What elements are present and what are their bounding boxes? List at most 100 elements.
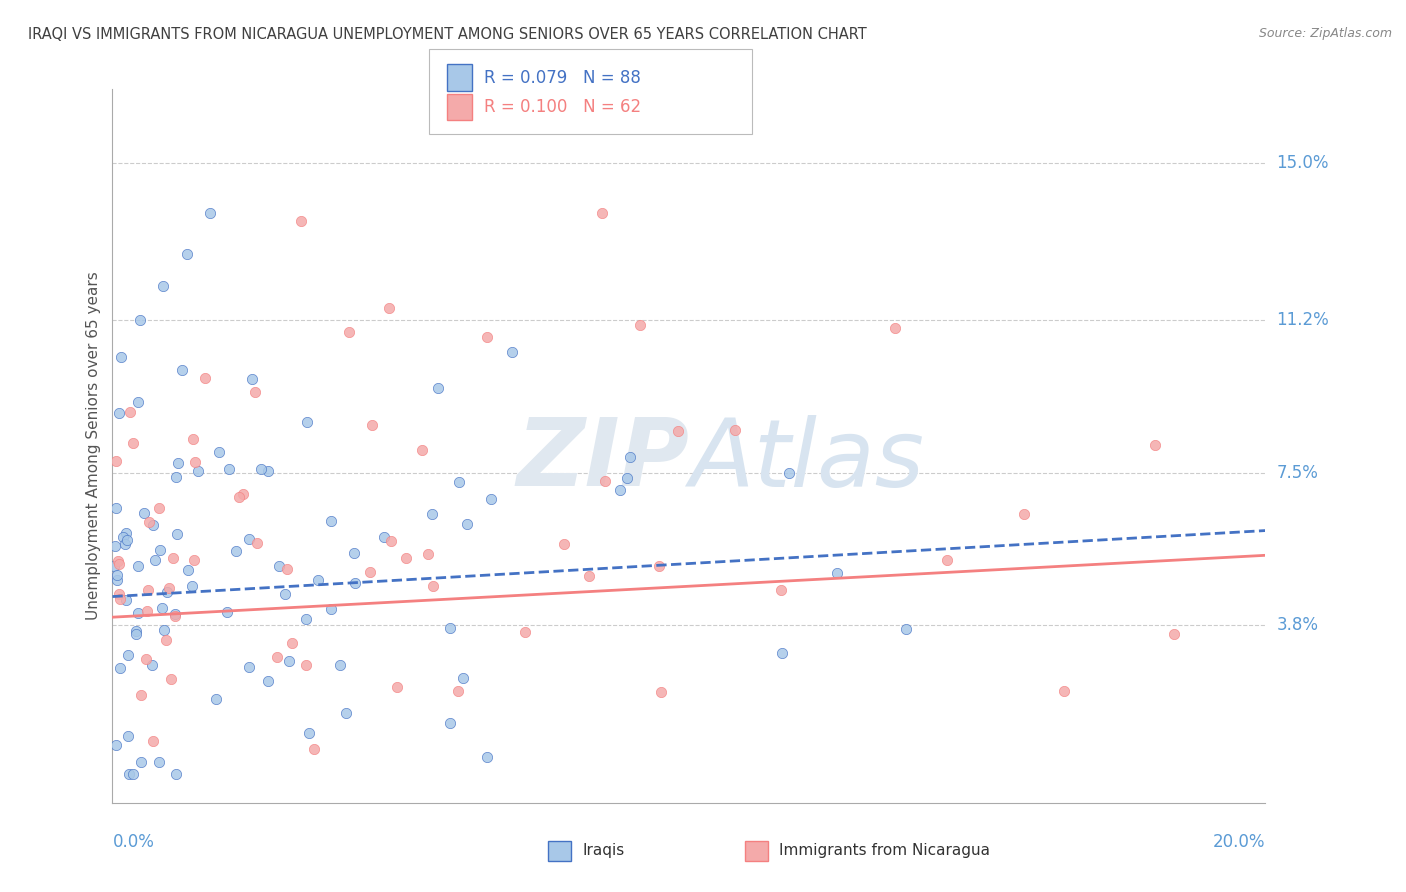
Point — [165, 767, 187, 781]
Point — [104, 539, 127, 553]
Point — [304, 742, 326, 756]
Text: 7.5%: 7.5% — [1277, 464, 1319, 482]
Point — [108, 558, 131, 572]
Point — [183, 553, 205, 567]
Point — [108, 661, 131, 675]
Point — [149, 543, 172, 558]
Point — [165, 470, 187, 484]
Point — [335, 706, 357, 720]
Point — [159, 581, 181, 595]
Point — [104, 500, 127, 515]
Point — [290, 214, 312, 228]
Point — [769, 583, 792, 598]
Point — [385, 680, 408, 694]
Point — [418, 547, 440, 561]
Point — [451, 672, 474, 686]
Point — [238, 532, 260, 546]
Point — [181, 432, 204, 446]
Point — [118, 767, 141, 781]
Point — [104, 738, 127, 752]
Point — [447, 475, 470, 489]
Point — [127, 606, 149, 620]
Point — [307, 573, 329, 587]
Point — [650, 685, 672, 699]
Point — [142, 734, 165, 748]
Point — [132, 506, 155, 520]
Point — [103, 558, 125, 573]
Point — [294, 657, 316, 672]
Point — [378, 301, 401, 315]
Point — [115, 533, 138, 547]
Point — [152, 278, 174, 293]
Point — [295, 415, 318, 429]
Point — [108, 406, 131, 420]
Point — [298, 726, 321, 740]
Point — [609, 483, 631, 497]
Text: R = 0.100   N = 62: R = 0.100 N = 62 — [484, 98, 641, 116]
Point — [152, 601, 174, 615]
Point — [619, 450, 641, 464]
Point — [936, 553, 959, 567]
Point — [225, 544, 247, 558]
Point — [125, 627, 148, 641]
Point — [329, 657, 352, 672]
Point — [337, 325, 360, 339]
Point — [204, 692, 226, 706]
Point — [166, 527, 188, 541]
Point — [148, 755, 170, 769]
Point — [141, 657, 163, 672]
Point — [208, 445, 231, 459]
Point — [360, 418, 382, 433]
Point — [167, 456, 190, 470]
Text: R = 0.079   N = 88: R = 0.079 N = 88 — [484, 69, 641, 87]
Point — [163, 608, 186, 623]
Point — [894, 622, 917, 636]
Point — [135, 604, 157, 618]
Point — [246, 535, 269, 549]
Point — [475, 750, 499, 764]
Point — [153, 623, 176, 637]
Point — [240, 372, 263, 386]
Point — [883, 320, 905, 334]
Point — [129, 755, 153, 769]
Point — [343, 546, 366, 560]
Text: 11.2%: 11.2% — [1277, 311, 1329, 329]
Point — [395, 550, 418, 565]
Point — [128, 313, 150, 327]
Point — [513, 625, 536, 640]
Point — [176, 247, 198, 261]
Point — [232, 487, 254, 501]
Point — [110, 350, 132, 364]
Point — [578, 569, 600, 583]
Point — [228, 490, 250, 504]
Point — [129, 688, 152, 702]
Point — [447, 684, 470, 698]
Point — [107, 554, 129, 568]
Point — [111, 530, 134, 544]
Point — [127, 395, 149, 409]
Text: Atlas: Atlas — [689, 415, 924, 506]
Point — [373, 530, 395, 544]
Point — [125, 624, 148, 639]
Point — [200, 206, 222, 220]
Point — [115, 526, 138, 541]
Point — [648, 559, 671, 574]
Point — [281, 636, 304, 650]
Point — [439, 716, 461, 731]
Point — [138, 582, 160, 597]
Point — [162, 551, 184, 566]
Point — [115, 592, 138, 607]
Point — [218, 462, 240, 476]
Point — [257, 673, 280, 688]
Point — [595, 474, 617, 488]
Point — [553, 537, 575, 551]
Point — [1144, 437, 1167, 451]
Point — [277, 654, 299, 668]
Point — [1163, 627, 1185, 641]
Point — [105, 567, 128, 582]
Point — [250, 462, 273, 476]
Point — [243, 385, 266, 400]
Point — [501, 344, 523, 359]
Point — [135, 652, 157, 666]
Point — [319, 514, 342, 528]
